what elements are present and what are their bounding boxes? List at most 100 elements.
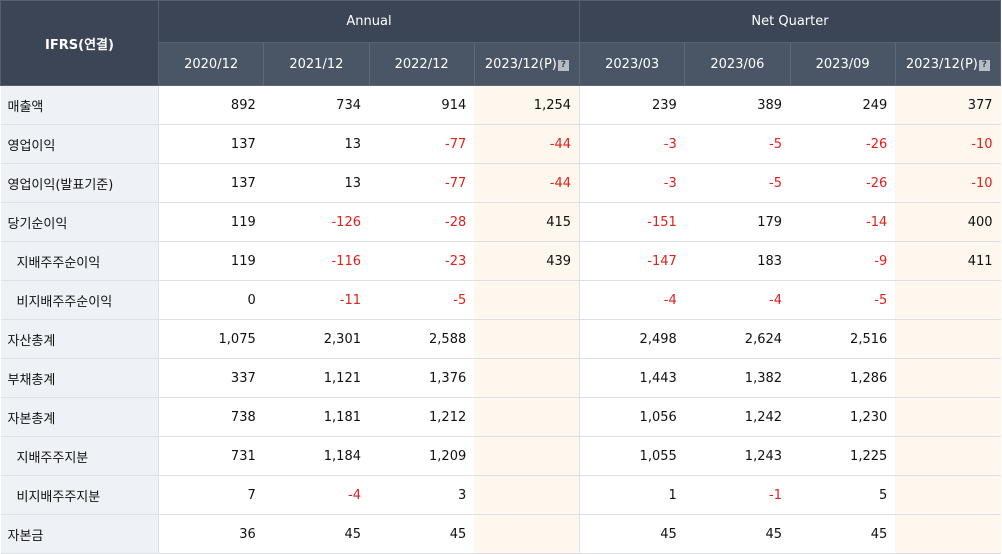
period-header: 2023/03 [579,42,686,86]
table-cell: 914 [369,85,475,125]
period-label: 2023/03 [605,56,660,72]
table-cell: 137 [158,163,264,203]
table-cell: 137 [158,124,264,164]
table-cell: 2,588 [369,319,475,359]
table-cell: 1,225 [790,436,896,476]
table-cell: -126 [263,202,369,242]
table-cell: 1,056 [579,397,685,437]
table-cell: 892 [158,85,264,125]
table-cell: 439 [474,241,581,281]
table-cell: -5 [684,163,791,203]
table-cell: -5 [790,280,896,320]
table-row: 지배주주순이익 119 -116 -23 439 -147 183 -9 411 [0,241,1001,281]
table-cell: 1,286 [790,358,896,398]
period-header: 2020/12 [157,42,265,86]
table-cell: -4 [684,280,791,320]
table-cell: -4 [263,475,369,515]
table-cell: 1,209 [369,436,475,476]
table-cell: 45 [684,514,791,554]
table-cell: 5 [790,475,896,515]
table-cell: 415 [474,202,581,242]
table-cell: -10 [895,163,1001,203]
period-label: 2021/12 [289,56,344,72]
table-cell [474,358,581,398]
table-row: 지배주주지분 731 1,184 1,209 1,055 1,243 1,225 [0,436,1001,476]
table-cell: 183 [684,241,791,281]
table-cell: 2,624 [684,319,791,359]
period-label: 2023/09 [815,56,870,72]
row-label: 지배주주순이익 [0,241,159,281]
table-cell: 45 [369,514,475,554]
table-cell [895,397,1001,437]
table-row: 매출액 892 734 914 1,254 239 389 249 377 [0,85,1001,125]
table-cell: -3 [579,124,685,164]
period-header: 2021/12 [263,42,370,86]
table-cell: -9 [790,241,896,281]
table-cell: 0 [158,280,264,320]
row-label: 지배주주지분 [0,436,159,476]
table-cell: -77 [369,163,475,203]
table-cell: -14 [790,202,896,242]
table-cell: 411 [895,241,1001,281]
row-label: 자산총계 [0,319,159,359]
row-label: 자본금 [0,514,159,554]
table-cell: 400 [895,202,1001,242]
row-label: 비지배주주순이익 [0,280,159,320]
table-cell [474,514,581,554]
table-cell: 119 [158,202,264,242]
table-cell: -28 [369,202,475,242]
table-cell: -10 [895,124,1001,164]
row-label: 부채총계 [0,358,159,398]
table-cell: 389 [684,85,791,125]
table-cell: -26 [790,163,896,203]
row-label: 영업이익 [0,124,159,164]
table-row: 영업이익 137 13 -77 -44 -3 -5 -26 -10 [0,124,1001,164]
table-cell [895,514,1001,554]
annual-group-header: Annual [157,0,581,43]
table-cell: -5 [684,124,791,164]
table-cell: 2,301 [263,319,369,359]
table-row: 비지배주주순이익 0 -11 -5 -4 -4 -5 [0,280,1001,320]
table-cell: 377 [895,85,1001,125]
ifrs-corner-header: IFRS(연결) [0,0,159,86]
table-row: 자본금 36 45 45 45 45 45 [0,514,1001,554]
table-cell: 1,184 [263,436,369,476]
period-label: 2023/12(P) [905,56,978,72]
table-cell: 179 [684,202,791,242]
table-cell [895,358,1001,398]
table-cell: 1,382 [684,358,791,398]
table-cell: 3 [369,475,475,515]
row-label: 매출액 [0,85,159,125]
table-cell [895,436,1001,476]
table-cell: 1,242 [684,397,791,437]
period-header: 2023/12(P)? [473,42,581,86]
table-cell: 1,230 [790,397,896,437]
provisional-info-icon[interactable]: ? [978,59,990,71]
table-cell: -11 [263,280,369,320]
table-row: 부채총계 337 1,121 1,376 1,443 1,382 1,286 [0,358,1001,398]
table-row: 비지배주주지분 7 -4 3 1 -1 5 [0,475,1001,515]
table-cell: 1,075 [158,319,264,359]
table-cell: 1,443 [579,358,685,398]
row-label: 당기순이익 [0,202,159,242]
table-cell [474,319,581,359]
row-label: 자본총계 [0,397,159,437]
table-cell: 13 [263,163,369,203]
net-quarter-group-header: Net Quarter [579,0,1002,43]
row-label: 비지배주주지분 [0,475,159,515]
table-cell: 119 [158,241,264,281]
table-cell: 45 [263,514,369,554]
period-label: 2023/12(P) [484,56,557,72]
table-cell: 7 [158,475,264,515]
provisional-info-icon[interactable]: ? [557,59,569,71]
table-cell: -4 [579,280,685,320]
table-cell [474,475,581,515]
table-cell [895,319,1001,359]
table-cell: 1,181 [263,397,369,437]
table-cell: 36 [158,514,264,554]
table-cell: 1,121 [263,358,369,398]
table-cell: -23 [369,241,475,281]
table-cell [474,436,581,476]
table-cell: 1,243 [684,436,791,476]
